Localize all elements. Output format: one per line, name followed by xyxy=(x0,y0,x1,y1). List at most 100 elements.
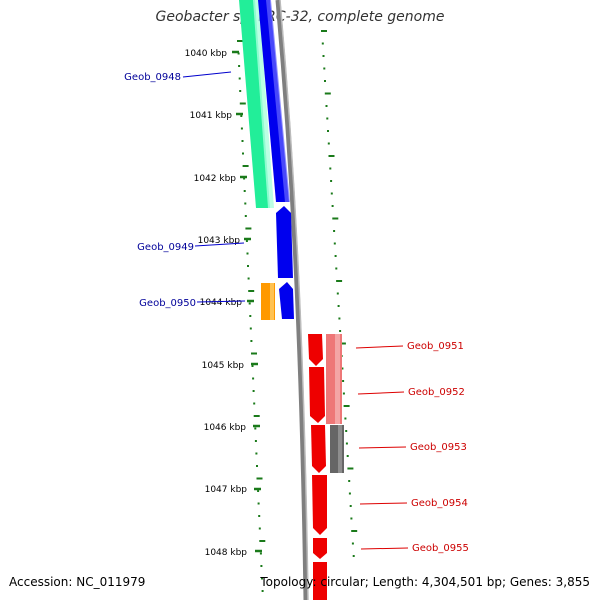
tick-mark-right xyxy=(327,130,329,132)
genome-backbone-highlight xyxy=(279,0,309,600)
tick-mark-left xyxy=(240,127,243,130)
reverse-gene-geob-0953 xyxy=(311,425,326,473)
tick-mark-left xyxy=(245,240,248,242)
label-leader xyxy=(357,391,405,395)
tick-mark-left xyxy=(257,490,260,492)
gene-label-geob-0954[interactable]: Geob_0954 xyxy=(411,498,468,509)
map-title: Geobacter sp. FRC-32, complete genome xyxy=(155,9,445,25)
scale-label: 1045 kbp xyxy=(202,361,245,371)
tick-mark-right xyxy=(321,42,324,45)
tick-mark-right xyxy=(351,530,358,532)
tick-mark-left xyxy=(248,290,255,292)
label-leader xyxy=(358,446,407,449)
tick-mark-right xyxy=(347,467,354,470)
tick-mark-left xyxy=(251,365,254,367)
tick-mark-left xyxy=(242,165,249,167)
tick-mark-left xyxy=(256,465,258,467)
tick-mark-left xyxy=(252,377,255,380)
tick-mark-right xyxy=(325,105,328,107)
label-leader xyxy=(182,71,232,78)
tick-mark-right xyxy=(338,317,341,320)
tick-mark-left xyxy=(247,265,249,267)
label-leader xyxy=(355,345,404,349)
tick-mark-right xyxy=(348,492,351,495)
tick-mark-left xyxy=(244,202,247,205)
tick-mark-right xyxy=(350,517,353,520)
topology-text: Topology: circular; Length: 4,304,501 bp… xyxy=(260,575,590,589)
tick-mark-right xyxy=(336,280,343,282)
tick-mark-right xyxy=(339,342,346,345)
forward-gene-geob-0950 xyxy=(279,282,294,319)
tick-mark-left xyxy=(250,340,253,342)
forward-gene-long-highlight xyxy=(266,0,290,202)
tick-mark-right xyxy=(344,417,347,420)
tick-mark-right xyxy=(346,455,349,457)
tick-mark-right xyxy=(339,330,342,332)
tick-mark-left xyxy=(249,327,252,330)
gene-label-geob-0948[interactable]: Geob_0948 xyxy=(124,72,181,83)
pink-feature-highlight xyxy=(335,334,340,424)
tick-mark-left xyxy=(247,277,250,280)
orange-feature-highlight xyxy=(270,283,274,320)
tick-mark-left xyxy=(254,440,257,442)
label-leader xyxy=(196,300,246,303)
tick-mark-left xyxy=(253,415,260,417)
tick-mark-right xyxy=(332,217,339,220)
tick-mark-right xyxy=(341,367,344,370)
accession-text: Accession: NC_011979 xyxy=(9,575,146,589)
tick-mark-right xyxy=(324,80,326,82)
tick-mark-right xyxy=(330,180,333,182)
tick-mark-right xyxy=(348,480,351,482)
tick-mark-right xyxy=(324,92,331,95)
tick-mark-left xyxy=(253,402,256,405)
scale-label: 1048 kbp xyxy=(205,548,248,558)
tick-mark-right xyxy=(333,230,336,232)
tick-mark-right xyxy=(351,542,354,545)
tick-mark-left xyxy=(239,90,242,92)
teal-feature-highlight xyxy=(253,0,274,208)
reverse-gene-tail xyxy=(313,562,327,600)
reverse-gene-labels: Geob_0951 Geob_0952 Geob_0953 Geob_0954 … xyxy=(355,341,469,554)
tick-mark-right xyxy=(322,55,325,57)
gene-label-geob-0949[interactable]: Geob_0949 xyxy=(137,242,194,253)
gene-label-geob-0950[interactable]: Geob_0950 xyxy=(139,298,196,309)
tick-mark-left xyxy=(248,302,251,305)
tick-mark-right xyxy=(330,192,333,195)
tick-mark-left xyxy=(259,552,262,555)
tick-mark-left xyxy=(246,252,249,255)
tick-mark-left xyxy=(256,477,263,480)
tick-mark-left xyxy=(241,140,244,142)
tick-mark-left xyxy=(245,227,252,230)
tick-mark-right xyxy=(349,505,352,507)
forward-gene-geob-0949 xyxy=(276,206,293,278)
genome-backbone xyxy=(275,0,309,600)
tick-mark-right xyxy=(328,155,335,157)
label-leader xyxy=(194,242,245,247)
tick-mark-right xyxy=(342,392,345,395)
gene-label-geob-0955[interactable]: Geob_0955 xyxy=(412,543,469,554)
reverse-gene-geob-0951 xyxy=(308,334,323,366)
tick-mark-right xyxy=(321,30,327,32)
tick-mark-right xyxy=(326,117,329,120)
tick-mark-left xyxy=(254,427,257,430)
gray-feature-highlight xyxy=(338,425,342,473)
tick-mark-left xyxy=(260,565,263,567)
tick-mark-right xyxy=(345,442,348,445)
tick-mark-left xyxy=(244,215,247,217)
tick-mark-left xyxy=(261,577,263,580)
tick-mark-left xyxy=(239,102,246,105)
gene-label-geob-0953[interactable]: Geob_0953 xyxy=(410,442,467,453)
reverse-gene-geob-0952 xyxy=(309,367,325,423)
gene-label-geob-0951[interactable]: Geob_0951 xyxy=(407,341,464,352)
tick-mark-right xyxy=(333,242,336,245)
tick-mark-left xyxy=(243,190,246,192)
tick-mark-left xyxy=(255,452,258,455)
tick-mark-left xyxy=(259,540,266,542)
teal-feature xyxy=(239,0,270,208)
tick-mark-left xyxy=(257,502,260,505)
gene-label-geob-0952[interactable]: Geob_0952 xyxy=(408,387,465,398)
scale-label: 1042 kbp xyxy=(194,174,237,184)
tick-mark-left xyxy=(237,52,240,55)
